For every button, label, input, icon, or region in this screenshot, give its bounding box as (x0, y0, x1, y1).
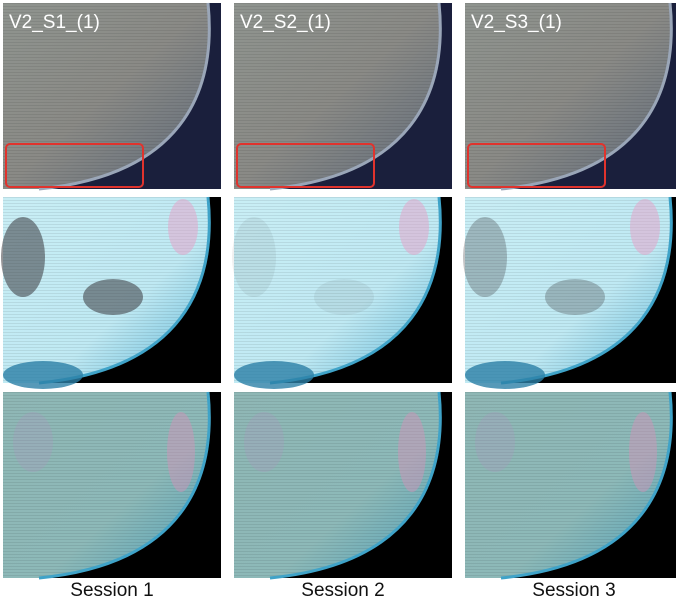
pink-patch (168, 199, 198, 255)
panel-label: V2_S3_(1) (471, 12, 562, 33)
session-label: Session 3 (532, 580, 615, 601)
image-panel (463, 197, 676, 389)
pink-patch (629, 412, 657, 492)
dark-spot (1, 217, 45, 297)
pink-patch (475, 412, 515, 472)
session-label: Session 2 (301, 580, 384, 601)
panel-label: V2_S1_(1) (9, 12, 100, 33)
pink-patch (13, 412, 53, 472)
bottom-patch (234, 361, 314, 389)
image-panel (465, 392, 676, 578)
bottom-patch (3, 361, 83, 389)
figure: V2_S1_(1) V2_S2_(1) V2_S3_(1) Session 1 Sess… (0, 0, 676, 603)
image-panel (3, 392, 221, 578)
image-panel (234, 392, 452, 578)
dark-spot (232, 217, 276, 297)
dark-spot (314, 279, 374, 315)
image-panel: V2_S2_(1) (234, 3, 452, 189)
image-panel (232, 197, 452, 389)
dark-spot (463, 217, 507, 297)
pink-patch (167, 412, 195, 492)
pink-patch (244, 412, 284, 472)
session-label: Session 1 (70, 580, 153, 601)
bottom-patch (465, 361, 545, 389)
image-panel: V2_S3_(1) (465, 3, 676, 189)
pink-patch (630, 199, 660, 255)
pink-patch (399, 199, 429, 255)
page: {"panels": {"top_labels": ["V2_S1_(1)", … (0, 0, 676, 603)
image-panel: V2_S1_(1) (3, 3, 221, 189)
dark-spot (83, 279, 143, 315)
pink-patch (398, 412, 426, 492)
image-panel (1, 197, 221, 389)
panel-label: V2_S2_(1) (240, 12, 331, 33)
dark-spot (545, 279, 605, 315)
